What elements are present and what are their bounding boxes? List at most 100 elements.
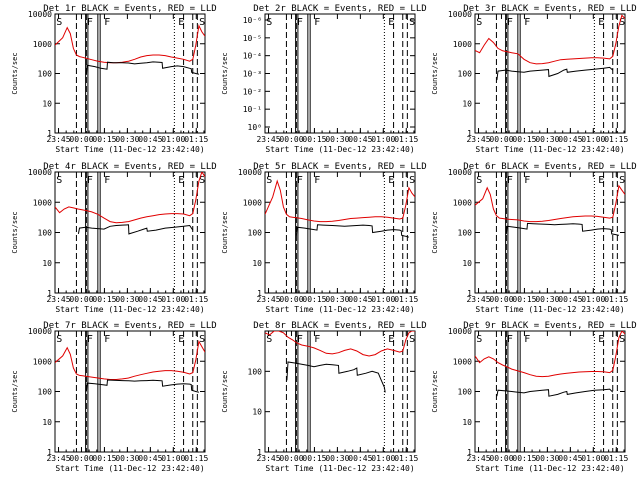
panel-title: Det 6r BLACK = Events, RED = LLD: [463, 162, 636, 172]
y-axis-label: Counts/sec: [11, 211, 19, 253]
y-tick-label: 1: [467, 289, 472, 298]
y-tick-label: 10⁻⁵: [243, 34, 262, 43]
x-tick-label: 00:30: [115, 135, 139, 144]
interval-marker-label: E: [178, 17, 184, 28]
plot-frame: [264, 330, 416, 453]
events-series-line: [505, 222, 620, 236]
y-tick-label: 10: [462, 418, 472, 427]
y-tick-label: 10⁻⁴: [243, 52, 262, 61]
events-series-line: [85, 379, 200, 393]
lld-series-line: [265, 179, 415, 223]
x-tick-label: 01:00: [371, 295, 395, 304]
y-tick-label: 1000: [33, 40, 52, 49]
x-tick-label: 23:45: [256, 295, 280, 304]
y-tick-label: 10000: [448, 327, 472, 336]
y-tick-label: 10: [462, 99, 472, 108]
x-tick-label: 23:45: [466, 295, 490, 304]
y-tick-label: 10⁻²: [243, 87, 262, 96]
plot-frame: [54, 330, 206, 453]
plot-frame: [264, 171, 416, 294]
interval-marker-label: F: [524, 334, 530, 345]
y-tick-label: 10⁻¹: [243, 105, 262, 114]
x-axis-label: Start Time (11-Dec-12 23:42:40): [55, 464, 204, 473]
y-tick-label: 100: [248, 367, 263, 376]
x-tick-label: 01:15: [394, 295, 418, 304]
x-tick-label: 01:00: [161, 135, 185, 144]
x-axis-label: Start Time (11-Dec-12 23:42:40): [475, 464, 624, 473]
y-tick-label: 100: [248, 229, 263, 238]
x-tick-label: 00:00: [489, 135, 513, 144]
y-tick-label: 1: [257, 289, 262, 298]
y-tick-label: 1000: [453, 40, 472, 49]
interval-marker-label: F: [87, 334, 93, 345]
lld-series-line: [475, 14, 625, 65]
x-tick-label: 01:00: [371, 454, 395, 463]
y-tick-label: 1: [47, 289, 52, 298]
lld-series-line: [475, 331, 625, 378]
y-tick-label: 1: [467, 448, 472, 457]
y-tick-label: 100: [458, 388, 473, 397]
x-axis-label: Start Time (11-Dec-12 23:42:40): [265, 464, 414, 473]
interval-marker-label: S: [619, 17, 625, 28]
x-tick-label: 23:45: [466, 135, 490, 144]
panel-title: Det 3r BLACK = Events, RED = LLD: [463, 4, 636, 14]
x-tick-label: 00:30: [535, 454, 559, 463]
panel-4r: Det 4r BLACK = Events, RED = LLD Counts/s…: [11, 162, 217, 314]
x-tick-label: 00:15: [302, 295, 326, 304]
x-tick-label: 23:45: [46, 454, 70, 463]
interval-marker-label: F: [104, 175, 110, 186]
interval-marker-label: F: [297, 17, 303, 28]
x-tick-label: 00:00: [489, 454, 513, 463]
x-tick-label: 00:45: [558, 135, 582, 144]
panel-3r: Det 3r BLACK = Events, RED = LLD Counts/s…: [431, 4, 637, 154]
x-tick-label: 00:45: [348, 295, 372, 304]
x-tick-label: 23:45: [256, 454, 280, 463]
x-tick-label: 00:45: [348, 135, 372, 144]
x-tick-label: 01:15: [184, 135, 208, 144]
interval-marker-label: S: [409, 175, 415, 186]
y-tick-label: 10⁰: [248, 123, 262, 132]
y-tick-label: 1: [47, 448, 52, 457]
interval-marker-label: S: [199, 334, 205, 345]
y-axis-label: Counts/sec: [221, 52, 229, 94]
plot-frame: [54, 13, 206, 134]
x-tick-label: 01:00: [581, 135, 605, 144]
y-axis-label: Counts/sec: [431, 211, 439, 253]
panel-7r: Det 7r BLACK = Events, RED = LLD Counts/s…: [11, 321, 217, 473]
x-tick-label: 00:00: [69, 454, 93, 463]
panel-8r: Det 8r BLACK = Events, RED = LLD Counts/s…: [221, 321, 427, 473]
interval-marker-label: E: [388, 334, 394, 345]
panel-title: Det 9r BLACK = Events, RED = LLD: [463, 321, 636, 331]
x-tick-label: 00:45: [138, 454, 162, 463]
x-tick-label: 00:30: [115, 454, 139, 463]
x-tick-label: 23:45: [466, 454, 490, 463]
x-tick-label: 01:00: [581, 454, 605, 463]
x-tick-label: 00:30: [535, 295, 559, 304]
panel-title: Det 4r BLACK = Events, RED = LLD: [43, 162, 216, 172]
events-series-line: [286, 361, 386, 393]
x-tick-label: 00:15: [512, 135, 536, 144]
plot-frame: [264, 13, 416, 134]
interval-marker-label: S: [56, 17, 62, 28]
interval-marker-label: S: [409, 17, 415, 28]
plot-frame: [474, 171, 626, 294]
x-tick-label: 23:45: [256, 135, 280, 144]
panel-5r: Det 5r BLACK = Events, RED = LLD Counts/s…: [221, 162, 427, 314]
y-axis-label: Counts/sec: [431, 370, 439, 412]
events-series-line: [295, 224, 410, 238]
x-axis-label: Start Time (11-Dec-12 23:42:40): [55, 145, 204, 154]
lld-series-line: [265, 331, 415, 357]
interval-marker-label: E: [598, 334, 604, 345]
interval-marker-label: E: [598, 175, 604, 186]
panel-title: Det 2r BLACK = Events, RED = LLD: [253, 4, 426, 14]
interval-marker-label: E: [178, 334, 184, 345]
interval-marker-label: F: [297, 334, 303, 345]
x-tick-label: 00:15: [302, 454, 326, 463]
x-axis-label: Start Time (11-Dec-12 23:42:40): [475, 305, 624, 314]
interval-marker-label: S: [199, 175, 205, 186]
interval-marker-label: F: [507, 175, 513, 186]
interval-marker-label: F: [297, 175, 303, 186]
interval-marker-label: F: [507, 17, 513, 28]
interval-marker-label: F: [524, 17, 530, 28]
y-tick-label: 10⁻³: [243, 70, 262, 79]
